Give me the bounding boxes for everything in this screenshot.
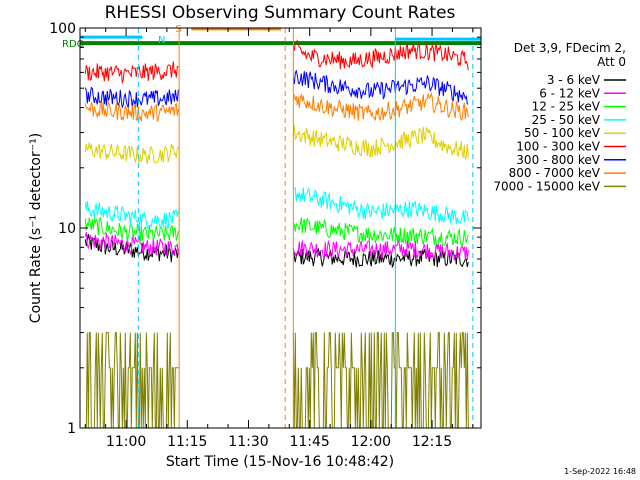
y-tick-label-0: 1 — [67, 421, 76, 437]
x-tick-label-5: 12:15 — [412, 434, 452, 450]
x-axis-ticks: 11:00 11:15 11:30 11:45 12:00 12:15 — [84, 28, 474, 450]
series-trace-7-0 — [84, 100, 179, 122]
series-trace-8-0 — [85, 332, 179, 429]
y-axis-ticks: 1 10 100 — [49, 21, 481, 437]
legend-label-5: 100 - 300 keV — [516, 140, 600, 154]
state-bar-label-0: RDO — [62, 39, 85, 50]
series-trace-5-1 — [292, 39, 469, 71]
y-axis-label: Count Rate (s⁻¹ detector⁻¹) — [28, 133, 44, 323]
series-trace-3-1 — [293, 187, 469, 225]
series-trace-0-1 — [292, 247, 469, 269]
series-trace-3-0 — [84, 200, 179, 230]
legend-label-1: 6 - 12 keV — [539, 86, 601, 100]
state-bar-label-1: N — [158, 35, 165, 46]
y-tick-label-2: 100 — [49, 21, 76, 37]
series-lines — [84, 39, 469, 429]
legend-label-8: 7000 - 15000 keV — [493, 179, 600, 193]
x-tick-label-1: 11:15 — [167, 434, 207, 450]
x-tick-label-0: 11:00 — [106, 434, 146, 450]
x-tick-label-3: 11:45 — [289, 434, 329, 450]
x-tick-label-4: 12:00 — [351, 434, 391, 450]
legend-label-4: 50 - 100 keV — [524, 126, 601, 140]
state-bars: RDO NS — [62, 24, 481, 50]
state-bar-label-2: S — [175, 24, 181, 35]
x-axis-label: Start Time (15-Nov-16 10:48:42) — [166, 454, 394, 470]
chart-title: RHESSI Observing Summary Count Rates — [105, 3, 456, 23]
legend-label-6: 300 - 800 keV — [516, 153, 600, 167]
series-trace-2-0 — [84, 216, 179, 243]
series-trace-4-1 — [292, 125, 469, 161]
legend-header-line-1: Det 3,9, FDecim 2, — [514, 41, 626, 55]
x-tick-label-2: 11:30 — [228, 434, 268, 450]
series-trace-7-1 — [292, 91, 469, 122]
series-trace-1-1 — [293, 239, 469, 261]
series-trace-2-1 — [292, 217, 469, 247]
legend-header-line-2: Att 0 — [597, 55, 626, 69]
series-trace-6-1 — [292, 69, 469, 105]
series-trace-4-0 — [84, 142, 179, 165]
series-trace-5-0 — [84, 61, 179, 85]
y-tick-label-1: 10 — [58, 221, 76, 237]
legend-label-0: 3 - 6 keV — [547, 73, 601, 87]
plot-area: RDO NS — [62, 24, 481, 429]
legend-label-3: 25 - 50 keV — [532, 113, 601, 127]
legend-label-7: 800 - 7000 keV — [509, 166, 601, 180]
footer-timestamp: 1-Sep-2022 16:48 — [564, 467, 636, 476]
series-trace-1-0 — [84, 231, 179, 257]
legend-label-2: 12 - 25 keV — [532, 100, 601, 114]
